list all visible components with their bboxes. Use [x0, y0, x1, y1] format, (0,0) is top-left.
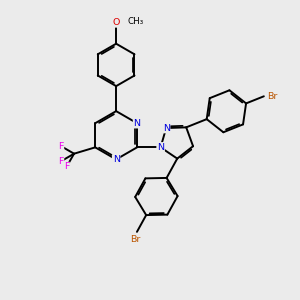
Text: N: N	[163, 124, 170, 133]
Text: F: F	[58, 157, 64, 166]
Text: N: N	[134, 119, 140, 128]
Text: CH₃: CH₃	[127, 16, 144, 26]
Text: F: F	[64, 163, 69, 172]
Text: N: N	[112, 155, 120, 164]
Text: F: F	[58, 142, 64, 151]
Text: N: N	[157, 143, 164, 152]
Text: Br: Br	[267, 92, 277, 101]
Text: Br: Br	[130, 235, 141, 244]
Text: O: O	[112, 18, 120, 27]
